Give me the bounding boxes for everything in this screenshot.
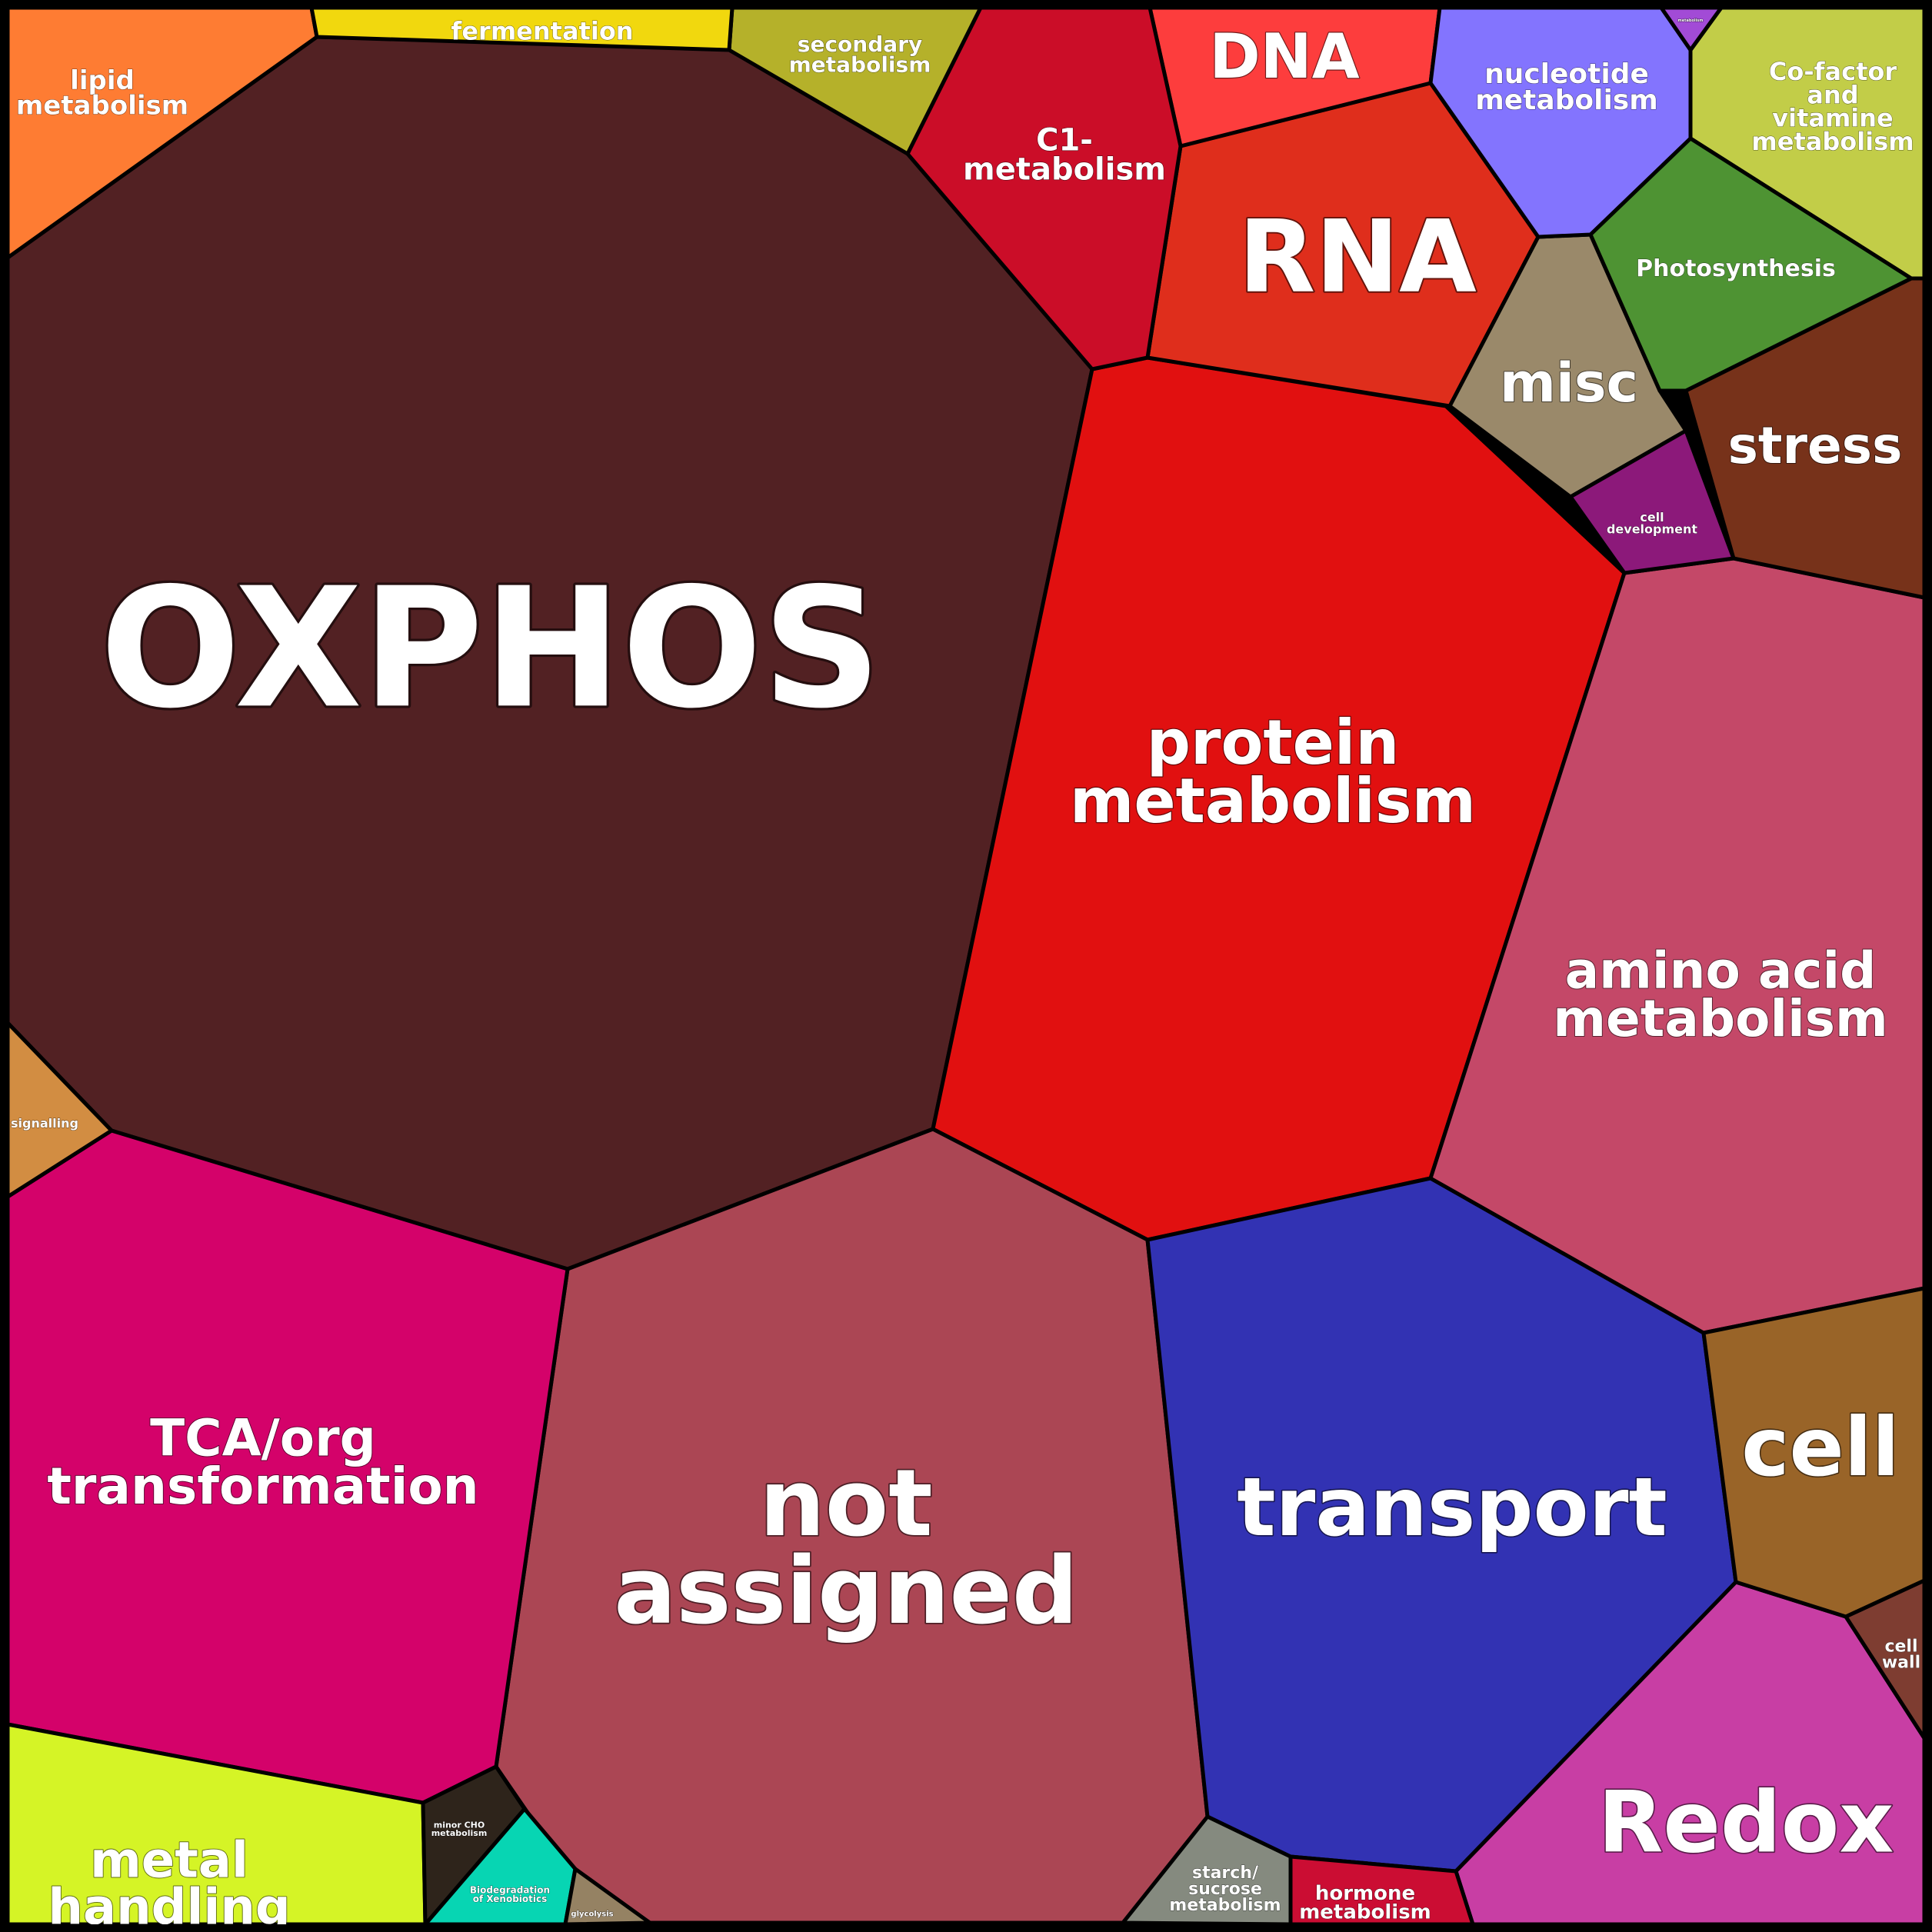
- label-minor-cho-metabolism-line-2: metabolism: [431, 1828, 488, 1838]
- region-oxphos: OXPHOS: [5, 35, 1094, 1271]
- label-biodegradation-of-xenobiotics-line-1: Biodegradation: [470, 1885, 550, 1896]
- label-not-assigned-line-1: not: [759, 1451, 932, 1557]
- label-transport: transport: [1237, 1461, 1667, 1554]
- label-cell-development-line-1: cell: [1640, 510, 1664, 525]
- label-stress: stress: [1728, 416, 1903, 475]
- region-stress: stress: [1684, 276, 1927, 600]
- label-signalling: signalling: [11, 1116, 78, 1131]
- label-cofactor-vitamine-metabolism-line-3: vitamine: [1772, 104, 1894, 133]
- label-rna: RNA: [1238, 198, 1477, 315]
- label-starch-sucrose-metabolism-line-3: metabolism: [1169, 1896, 1281, 1915]
- label-biodegradation-of-xenobiotics-line-2: of Xenobiotics: [473, 1894, 548, 1904]
- label-amino-acid-metabolism-line-1: amino acid: [1565, 941, 1877, 1000]
- label-tca-org-transformation-line-1: TCA/org: [150, 1408, 376, 1467]
- label-cell: cell: [1741, 1401, 1899, 1494]
- label-protein-metabolism-line-2: metabolism: [1070, 765, 1476, 837]
- label-not-assigned-line-2: assigned: [614, 1538, 1078, 1645]
- label-cofactor-vitamine-metabolism-line-2: and: [1807, 80, 1858, 109]
- label-protein-metabolism-line-1: protein: [1147, 707, 1400, 778]
- label-misc: misc: [1500, 351, 1638, 415]
- label-hormone-metabolism-line-1: hormone: [1315, 1882, 1415, 1905]
- region-photosynthesis: Photosynthesis: [1588, 136, 1914, 393]
- label-lipid-metabolism-line-2: metabolism: [16, 90, 188, 121]
- label-c1-metabolism-line-2: metabolism: [963, 152, 1166, 187]
- label-redox: Redox: [1598, 1774, 1894, 1872]
- label-metal-handling-line-1: metal: [90, 1833, 248, 1890]
- label-oxphos: OXPHOS: [100, 551, 881, 744]
- label-tca-org-transformation-line-2: transformation: [47, 1457, 478, 1516]
- label-glycolysis: glycolysis: [571, 1910, 613, 1919]
- label-nucleotide-metabolism-line-1: nucleotide: [1484, 58, 1649, 90]
- label-starch-sucrose-metabolism-line-1: starch/: [1192, 1864, 1259, 1883]
- label-secondary-metabolism-line-1: secondary: [798, 32, 922, 57]
- label-cofactor-vitamine-metabolism-line-1: Co-factor: [1769, 57, 1897, 86]
- label-secondary-metabolism-line-2: metabolism: [789, 52, 931, 77]
- label-cell-wall-line-1: cell: [1884, 1637, 1917, 1656]
- region-transport: transport: [1145, 1176, 1738, 1874]
- label-cell-wall-line-2: wall: [1882, 1653, 1920, 1672]
- label-fermentation: fermentation: [451, 17, 633, 46]
- label-hormone-metabolism-line-2: metabolism: [1299, 1901, 1431, 1924]
- label-minor-cho-metabolism-line-1: minor CHO: [434, 1820, 485, 1830]
- region-misc: misc: [1447, 232, 1688, 499]
- label-dna: DNA: [1209, 21, 1359, 92]
- region-signalling: signalling: [5, 1021, 114, 1199]
- label-metal-handling-line-2: handling: [48, 1879, 290, 1932]
- region-glycolysis: glycolysis: [563, 1867, 652, 1927]
- label-cofactor-vitamine-metabolism-line-4: metabolism: [1751, 127, 1914, 156]
- label-photosynthesis: Photosynthesis: [1636, 255, 1836, 282]
- label-tiny-metabolism: metabolism: [1678, 18, 1704, 23]
- cell-glycolysis: [563, 1867, 652, 1927]
- region-cell: cell: [1701, 1286, 1927, 1619]
- label-cell-development-line-2: development: [1607, 521, 1697, 536]
- cell-photosynthesis: [1588, 136, 1914, 393]
- label-starch-sucrose-metabolism-line-2: sucrose: [1188, 1880, 1262, 1899]
- region-dna: DNA: [1148, 5, 1442, 148]
- label-amino-acid-metabolism-line-2: metabolism: [1553, 989, 1888, 1048]
- cell-cell-development: [1568, 428, 1736, 575]
- label-lipid-metabolism-line-1: lipid: [70, 65, 135, 96]
- label-nucleotide-metabolism-line-2: metabolism: [1475, 85, 1658, 116]
- label-c1-metabolism-line-1: C1-: [1036, 122, 1093, 158]
